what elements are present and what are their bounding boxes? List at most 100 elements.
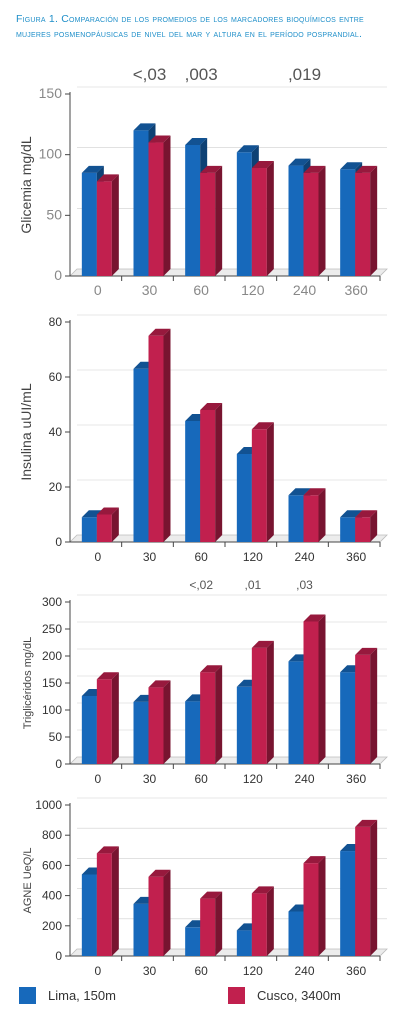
bar-side xyxy=(370,165,378,276)
bar-front xyxy=(81,695,97,764)
bar-top xyxy=(340,162,363,170)
bar-side xyxy=(370,819,378,956)
bar-cusco xyxy=(148,328,171,542)
x-tick-label: 240 xyxy=(294,550,314,564)
bar-side xyxy=(266,886,274,956)
bar-front xyxy=(340,517,356,542)
bar-cusco xyxy=(355,510,378,542)
x-tick-label: 60 xyxy=(194,772,208,786)
bar-front xyxy=(288,661,304,764)
bar-top xyxy=(96,507,119,515)
bar-side xyxy=(163,328,171,542)
bar-side xyxy=(318,856,326,956)
bar-cusco xyxy=(148,135,171,276)
y-tick-label: 250 xyxy=(42,622,62,636)
x-tick-label: 60 xyxy=(194,550,208,564)
x-tick-label: 360 xyxy=(344,282,368,298)
bar-cusco xyxy=(96,174,119,276)
x-tick-label: 30 xyxy=(143,550,157,564)
y-tick-label: 0 xyxy=(55,949,62,963)
bar-top xyxy=(303,614,326,622)
x-tick-label: 120 xyxy=(241,282,265,298)
bar-front xyxy=(200,410,216,542)
chart-panel-3: 0 50 100 150 200 250 300 Triglicéridos mg/dL 0 30… xyxy=(22,578,388,786)
bar-front xyxy=(185,421,201,542)
bar-side xyxy=(111,507,119,542)
bar-front xyxy=(96,514,112,542)
significance-label: ,019 xyxy=(288,65,321,84)
bar-cusco xyxy=(251,161,274,276)
y-tick-label: 0 xyxy=(54,267,62,283)
bar-front xyxy=(200,672,216,764)
bar-cusco xyxy=(355,647,378,764)
bar-cusco xyxy=(303,856,326,956)
bar-top xyxy=(96,174,119,182)
y-tick-label: 1000 xyxy=(35,798,62,812)
bar-cusco xyxy=(200,665,223,764)
bar-side xyxy=(163,869,171,956)
bar-top xyxy=(355,647,378,655)
bar-front xyxy=(355,172,371,276)
x-tick-label: 360 xyxy=(346,964,366,978)
bar-front xyxy=(340,851,356,956)
bar-top xyxy=(303,488,326,496)
bar-top xyxy=(200,891,223,899)
chart-panel-2: 0 20 40 60 80 Insulina uUI/mL 0 30 60 120 240 360 xyxy=(18,314,388,564)
bar-front xyxy=(148,687,164,764)
significance-label: <,03 xyxy=(133,65,167,84)
bar-side xyxy=(370,647,378,764)
bar-front xyxy=(303,495,319,542)
bar-side xyxy=(111,672,119,764)
bar-top xyxy=(148,869,171,877)
y-tick-label: 80 xyxy=(49,315,63,329)
y-tick-label: 100 xyxy=(39,146,63,162)
y-tick-label: 400 xyxy=(42,889,62,903)
x-tick-label: 0 xyxy=(94,550,101,564)
y-tick-label: 800 xyxy=(42,828,62,842)
bar-top xyxy=(200,403,223,410)
figure-caption-prefix: Figura 1. xyxy=(16,13,59,25)
bar-top xyxy=(303,165,326,173)
bar-side xyxy=(318,488,326,542)
y-tick-label: 0 xyxy=(55,535,62,549)
bar-top xyxy=(96,846,119,854)
bar-front xyxy=(236,930,252,956)
y-tick-label: 200 xyxy=(42,919,62,933)
legend-item-cusco: Cusco, 3400m xyxy=(228,985,341,1005)
bar-front xyxy=(133,701,149,764)
bar-side xyxy=(215,665,223,764)
y-tick-label: 60 xyxy=(49,370,63,384)
bar-cusco xyxy=(96,507,119,542)
y-tick-label: 600 xyxy=(42,858,62,872)
x-tick-label: 0 xyxy=(94,964,101,978)
y-tick-label: 200 xyxy=(42,649,62,663)
charts-area: 0 50 100 150 Glicemia mg/dL 0 30 60 120 240 360 <,0… xyxy=(18,65,388,978)
bar-cusco xyxy=(355,165,378,276)
bar-top xyxy=(148,135,171,143)
bar-cusco xyxy=(148,680,171,764)
x-tick-label: 30 xyxy=(142,282,158,298)
legend-swatch-lima xyxy=(19,986,36,1004)
bar-front xyxy=(236,686,252,764)
legend-item-lima: Lima, 150m xyxy=(19,985,116,1005)
bar-top xyxy=(355,165,378,173)
bar-top xyxy=(251,640,274,648)
bar-cusco xyxy=(200,403,223,542)
bar-side xyxy=(266,161,274,276)
bar-front xyxy=(340,672,356,764)
bar-top xyxy=(303,856,326,864)
bar-front xyxy=(185,927,201,956)
bar-front xyxy=(251,647,267,764)
bar-front xyxy=(303,863,319,956)
legend-label-lima: Lima, 150m xyxy=(48,987,116,1003)
significance-label: <,02 xyxy=(189,578,213,592)
x-tick-label: 240 xyxy=(294,772,314,786)
y-axis-label: Insulina uUI/mL xyxy=(18,383,34,480)
bar-front xyxy=(251,893,267,956)
bar-front xyxy=(81,172,97,276)
bar-top xyxy=(340,510,363,518)
bar-top xyxy=(288,158,311,166)
chart-panel-4: 0 200 400 600 800 1000 AGNE UeQ/L 0 30 60 120 240 36… xyxy=(22,797,388,978)
bar-side xyxy=(266,422,274,542)
bar-front xyxy=(148,335,164,542)
